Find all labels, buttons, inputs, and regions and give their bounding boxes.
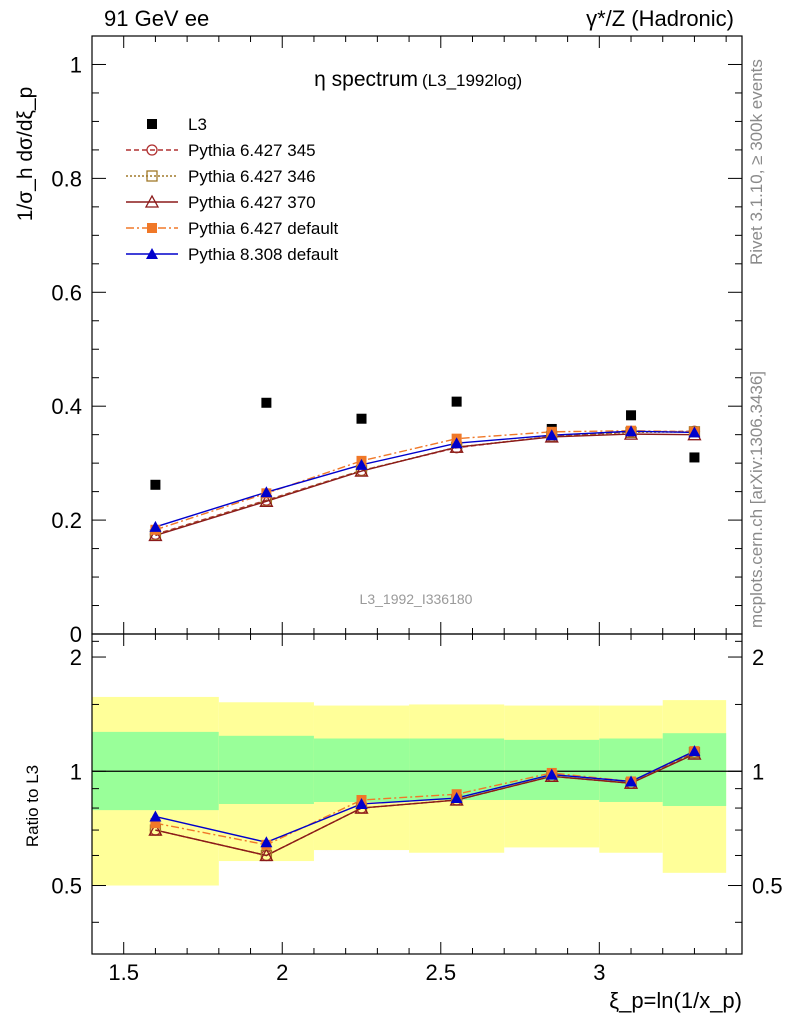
- series-line-main: [155, 431, 695, 536]
- band-inner: [662, 733, 727, 807]
- data-point: [545, 429, 558, 441]
- data-point: [450, 437, 463, 449]
- legend-marker: [146, 170, 158, 182]
- data-point: [451, 396, 462, 407]
- y-tick-label: 0.4: [51, 394, 82, 419]
- data-point: [354, 463, 369, 477]
- y-axis-label: 1/σ_h dσ/dξ_p: [14, 87, 37, 222]
- header-left: 91 GeV ee: [104, 6, 210, 31]
- series-line-main: [155, 430, 695, 528]
- x-tick-label: 3: [593, 960, 605, 985]
- series-line-main: [155, 429, 695, 531]
- y-tick-label: 0: [70, 622, 82, 647]
- x-tick-label: 2: [276, 960, 288, 985]
- watermark: L3_1992_I336180: [360, 591, 473, 607]
- data-point: [688, 426, 701, 438]
- header-right: γ*/Z (Hadronic): [586, 6, 734, 31]
- ratio-point: [625, 775, 638, 787]
- x-tick-label: 1.5: [108, 960, 139, 985]
- mcplots-label: mcplots.cern.ch [arXiv:1306.3436]: [747, 371, 766, 628]
- chart-title-sub: (L3_1992log): [422, 71, 522, 90]
- legend-label: Pythia 6.427 346: [188, 167, 316, 186]
- ratio-point: [450, 792, 463, 804]
- y-tick-label: 1: [70, 52, 82, 77]
- rivet-label: Rivet 3.1.10, ≥ 300k events: [747, 59, 766, 265]
- y-tick-label: 0.8: [51, 166, 82, 191]
- legend-marker: [144, 194, 160, 208]
- legend-marker: [147, 119, 157, 129]
- series-line-main: [155, 430, 695, 536]
- chart-title: η spectrum: [314, 68, 418, 91]
- data-point: [150, 479, 161, 490]
- legend-marker: [147, 223, 157, 233]
- data-point: [260, 486, 273, 498]
- data-point: [356, 413, 367, 424]
- data-point: [689, 452, 700, 463]
- data-point: [259, 493, 274, 507]
- ratio-tick-label: 2: [70, 645, 82, 670]
- data-point: [355, 458, 368, 470]
- legend-marker: [146, 144, 158, 156]
- series-line-main: [155, 433, 695, 537]
- y-tick-label: 0.6: [51, 280, 82, 305]
- ratio-tick-label: 2: [752, 645, 764, 670]
- legend-label: Pythia 8.308 default: [188, 245, 339, 264]
- ratio-frame: [91, 633, 743, 955]
- data-point: [149, 520, 162, 532]
- ratio-uncertainty-bands: [92, 696, 742, 886]
- x-axis-label: ξ_p=ln(1/x_p): [609, 988, 742, 1013]
- ratio-point: [260, 836, 273, 848]
- legend-label: L3: [188, 115, 207, 134]
- legend-marker: [146, 248, 158, 259]
- ratio-point: [688, 745, 701, 757]
- ratio-tick-label: 1: [752, 759, 764, 784]
- legend: L3 Pythia 6.427 345 Pythia 6.427 346 Pythia…: [126, 115, 339, 264]
- legend-label: Pythia 6.427 default: [188, 219, 339, 238]
- data-point: [625, 425, 638, 437]
- ratio-point: [148, 822, 163, 836]
- ratio-tick-label: 1: [70, 759, 82, 784]
- tick-labels: 1.5 2 2.5 3 0 0.2 0.4 0.6 0.8 1 0.5 0.5 1 1 2 2: [51, 52, 782, 985]
- ratio-point: [259, 848, 274, 862]
- data-point: [261, 397, 272, 408]
- series-markers: [148, 396, 702, 862]
- plot-frames: [91, 35, 743, 955]
- band-inner: [313, 738, 410, 802]
- data-point: [626, 410, 637, 421]
- x-tick-label: 2.5: [425, 960, 456, 985]
- band-inner: [218, 735, 314, 804]
- ratio-y-axis-label: Ratio to L3: [23, 765, 42, 847]
- legend-label: Pythia 6.427 345: [188, 141, 316, 160]
- band-inner: [599, 738, 663, 802]
- ratio-point: [149, 810, 162, 822]
- ratio-point: [355, 797, 368, 809]
- ratio-point: [545, 768, 558, 780]
- ratio-point: [150, 818, 161, 829]
- ratio-tick-label: 0.5: [51, 874, 82, 899]
- data-point: [148, 528, 163, 542]
- y-tick-label: 0.2: [51, 508, 82, 533]
- legend-label: Pythia 6.427 370: [188, 193, 316, 212]
- ratio-tick-label: 0.5: [752, 874, 783, 899]
